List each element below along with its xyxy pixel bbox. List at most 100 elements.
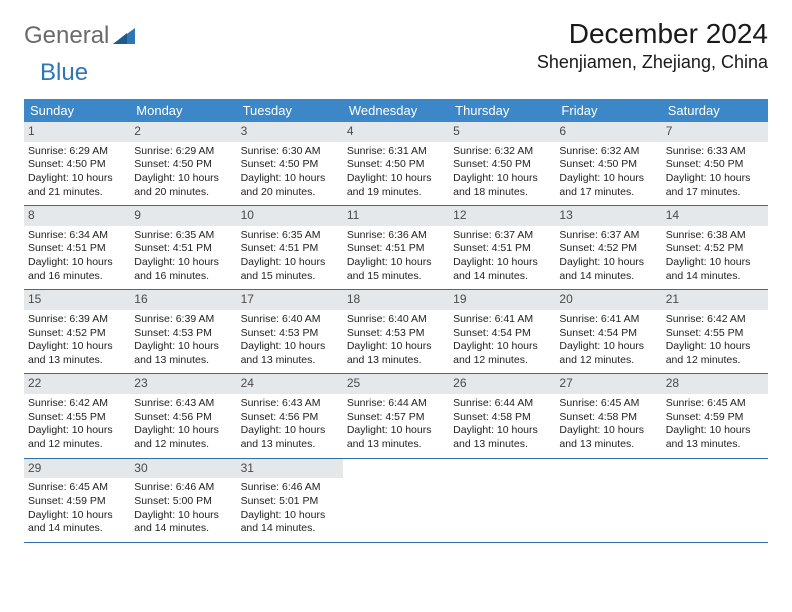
day-number: 7 [662,122,768,142]
daylight-line: Daylight: 10 hours and 12 minutes. [666,340,764,367]
sunset-line: Sunset: 4:50 PM [241,158,339,172]
day-number: 12 [449,206,555,226]
day-cell-empty [662,459,768,542]
sunrise-line: Sunrise: 6:46 AM [241,481,339,495]
day-number: 24 [237,374,343,394]
dow-cell: Saturday [662,99,768,122]
title-block: December 2024 Shenjiamen, Zhejiang, Chin… [537,18,768,73]
sunset-line: Sunset: 4:51 PM [28,242,126,256]
sunrise-line: Sunrise: 6:43 AM [241,397,339,411]
daylight-line: Daylight: 10 hours and 14 minutes. [28,509,126,536]
sunset-line: Sunset: 4:50 PM [559,158,657,172]
sunset-line: Sunset: 4:52 PM [666,242,764,256]
day-number: 30 [130,459,236,479]
sunset-line: Sunset: 4:51 PM [453,242,551,256]
week-row: 8Sunrise: 6:34 AMSunset: 4:51 PMDaylight… [24,206,768,290]
day-cell: 3Sunrise: 6:30 AMSunset: 4:50 PMDaylight… [237,122,343,205]
day-number: 20 [555,290,661,310]
sunrise-line: Sunrise: 6:42 AM [28,397,126,411]
sunrise-line: Sunrise: 6:41 AM [453,313,551,327]
daylight-line: Daylight: 10 hours and 12 minutes. [134,424,232,451]
sunrise-line: Sunrise: 6:41 AM [559,313,657,327]
daylight-line: Daylight: 10 hours and 13 minutes. [347,340,445,367]
dow-cell: Friday [555,99,661,122]
sunrise-line: Sunrise: 6:36 AM [347,229,445,243]
daylight-line: Daylight: 10 hours and 15 minutes. [241,256,339,283]
logo-text-blue: Blue [40,59,88,87]
sunset-line: Sunset: 4:54 PM [453,327,551,341]
location: Shenjiamen, Zhejiang, China [537,52,768,73]
sunset-line: Sunset: 4:53 PM [347,327,445,341]
sunset-line: Sunset: 4:55 PM [666,327,764,341]
sunset-line: Sunset: 4:56 PM [134,411,232,425]
dow-cell: Wednesday [343,99,449,122]
sunset-line: Sunset: 4:58 PM [559,411,657,425]
day-cell: 30Sunrise: 6:46 AMSunset: 5:00 PMDayligh… [130,459,236,542]
daylight-line: Daylight: 10 hours and 13 minutes. [28,340,126,367]
daylight-line: Daylight: 10 hours and 13 minutes. [134,340,232,367]
day-cell: 18Sunrise: 6:40 AMSunset: 4:53 PMDayligh… [343,290,449,373]
logo: General [24,22,137,50]
day-cell: 20Sunrise: 6:41 AMSunset: 4:54 PMDayligh… [555,290,661,373]
day-cell: 27Sunrise: 6:45 AMSunset: 4:58 PMDayligh… [555,374,661,457]
week-row: 29Sunrise: 6:45 AMSunset: 4:59 PMDayligh… [24,459,768,543]
sunset-line: Sunset: 4:50 PM [666,158,764,172]
day-number: 2 [130,122,236,142]
sunset-line: Sunset: 4:53 PM [241,327,339,341]
week-row: 15Sunrise: 6:39 AMSunset: 4:52 PMDayligh… [24,290,768,374]
day-cell: 29Sunrise: 6:45 AMSunset: 4:59 PMDayligh… [24,459,130,542]
sunrise-line: Sunrise: 6:37 AM [559,229,657,243]
day-cell-empty [449,459,555,542]
day-number: 14 [662,206,768,226]
daylight-line: Daylight: 10 hours and 14 minutes. [453,256,551,283]
day-cell: 1Sunrise: 6:29 AMSunset: 4:50 PMDaylight… [24,122,130,205]
sunset-line: Sunset: 4:51 PM [134,242,232,256]
day-number: 10 [237,206,343,226]
day-cell: 17Sunrise: 6:40 AMSunset: 4:53 PMDayligh… [237,290,343,373]
daylight-line: Daylight: 10 hours and 18 minutes. [453,172,551,199]
dow-cell: Sunday [24,99,130,122]
sunrise-line: Sunrise: 6:32 AM [453,145,551,159]
sunset-line: Sunset: 4:50 PM [347,158,445,172]
calendar: SundayMondayTuesdayWednesdayThursdayFrid… [24,99,768,543]
daylight-line: Daylight: 10 hours and 20 minutes. [241,172,339,199]
daylight-line: Daylight: 10 hours and 17 minutes. [666,172,764,199]
daylight-line: Daylight: 10 hours and 14 minutes. [559,256,657,283]
day-cell: 22Sunrise: 6:42 AMSunset: 4:55 PMDayligh… [24,374,130,457]
sunset-line: Sunset: 4:55 PM [28,411,126,425]
sunrise-line: Sunrise: 6:44 AM [347,397,445,411]
day-number: 29 [24,459,130,479]
sunrise-line: Sunrise: 6:39 AM [28,313,126,327]
day-cell: 11Sunrise: 6:36 AMSunset: 4:51 PMDayligh… [343,206,449,289]
sunrise-line: Sunrise: 6:30 AM [241,145,339,159]
sunrise-line: Sunrise: 6:38 AM [666,229,764,243]
dow-cell: Monday [130,99,236,122]
sunset-line: Sunset: 4:56 PM [241,411,339,425]
day-cell: 9Sunrise: 6:35 AMSunset: 4:51 PMDaylight… [130,206,236,289]
daylight-line: Daylight: 10 hours and 16 minutes. [134,256,232,283]
day-number: 31 [237,459,343,479]
day-number: 21 [662,290,768,310]
day-of-week-header: SundayMondayTuesdayWednesdayThursdayFrid… [24,99,768,122]
day-number: 1 [24,122,130,142]
sunrise-line: Sunrise: 6:44 AM [453,397,551,411]
day-cell-empty [555,459,661,542]
dow-cell: Thursday [449,99,555,122]
sunset-line: Sunset: 4:59 PM [666,411,764,425]
logo-text-general: General [24,22,109,50]
day-cell: 10 Sunrise: 6:35 AMSunset: 4:51 PMDayligh… [237,206,343,289]
sunrise-line: Sunrise: 6:35 AM [241,229,339,243]
sunset-line: Sunset: 4:50 PM [28,158,126,172]
day-number: 11 [343,206,449,226]
day-number: 13 [555,206,661,226]
week-row: 22Sunrise: 6:42 AMSunset: 4:55 PMDayligh… [24,374,768,458]
daylight-line: Daylight: 10 hours and 21 minutes. [28,172,126,199]
daylight-line: Daylight: 10 hours and 13 minutes. [559,424,657,451]
day-cell: 15Sunrise: 6:39 AMSunset: 4:52 PMDayligh… [24,290,130,373]
daylight-line: Daylight: 10 hours and 13 minutes. [241,424,339,451]
sunrise-line: Sunrise: 6:29 AM [134,145,232,159]
sunset-line: Sunset: 4:54 PM [559,327,657,341]
daylight-line: Daylight: 10 hours and 13 minutes. [241,340,339,367]
sunrise-line: Sunrise: 6:40 AM [241,313,339,327]
sunset-line: Sunset: 4:51 PM [241,242,339,256]
